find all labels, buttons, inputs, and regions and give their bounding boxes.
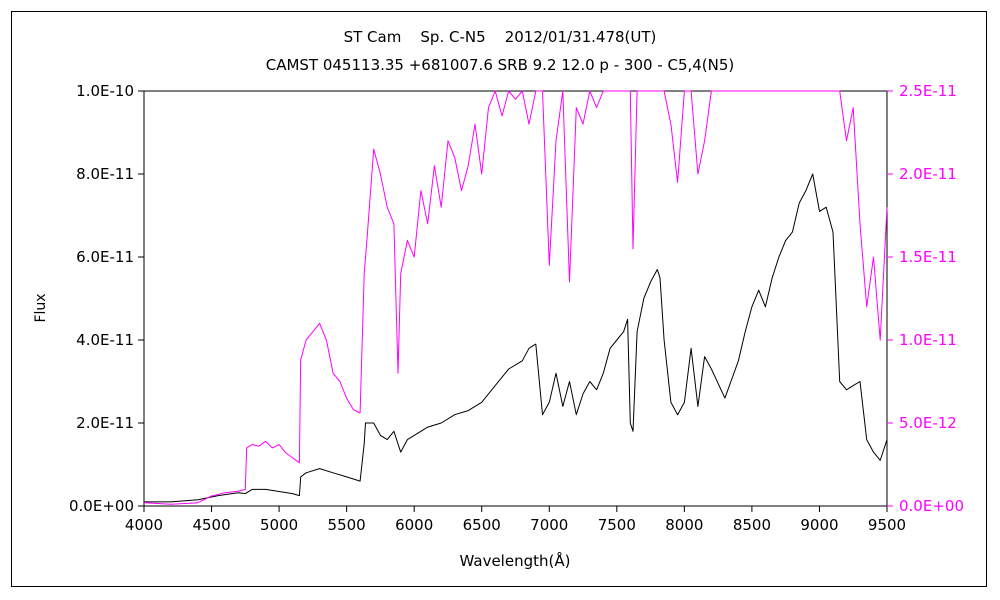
series-line-right-axis (143, 90, 888, 505)
x-tick-label: 6500 (463, 516, 501, 534)
x-tick-label: 9500 (868, 516, 906, 534)
chart-subtitle: CAMST 045113.35 +681007.6 SRB 9.2 12.0 p… (266, 56, 735, 74)
y-left-tick-label: 6.0E-11 (76, 248, 134, 266)
x-tick-label: 4000 (125, 516, 163, 534)
x-tick-label: 5000 (260, 516, 298, 534)
x-tick-label: 9000 (800, 516, 838, 534)
y-left-tick-label: 0.0E+00 (69, 497, 134, 515)
x-tick-label: 7000 (530, 516, 568, 534)
x-tick-label: 8500 (733, 516, 771, 534)
chart-title: ST Cam Sp. C-N5 2012/01/31.478(UT) (344, 28, 657, 46)
y-right-tick-label: 1.5E-11 (899, 248, 957, 266)
x-tick-label: 5500 (328, 516, 366, 534)
y-right-tick-label: 2.0E-11 (899, 165, 957, 183)
y-left-tick-label: 2.0E-11 (76, 414, 134, 432)
x-tick-label: 8000 (665, 516, 703, 534)
y-right-tick-label: 1.0E-11 (899, 331, 957, 349)
y-right-tick-label: 5.0E-12 (899, 414, 957, 432)
plot-area (143, 90, 888, 507)
series-line-left-axis (144, 173, 888, 503)
x-tick-label: 4500 (192, 516, 230, 534)
y-right-tick-label: 0.0E+00 (899, 497, 964, 515)
y-left-tick-label: 8.0E-11 (76, 165, 134, 183)
y-right-tick-label: 2.5E-11 (899, 82, 957, 100)
axis-ticks: 4000 4500 5000 5500 6000 6500 7000 7500 8000 8500… (69, 82, 964, 534)
y-left-tick-label: 1.0E-10 (76, 82, 134, 100)
series-group (143, 90, 888, 505)
y-left-tick-label: 4.0E-11 (76, 331, 134, 349)
x-tick-label: 7500 (598, 516, 636, 534)
y-axis-label: Flux (33, 293, 49, 322)
x-tick-label: 6000 (395, 516, 433, 534)
chart-frame (11, 11, 987, 587)
x-axis-label: Wavelength(Å) (460, 551, 571, 570)
